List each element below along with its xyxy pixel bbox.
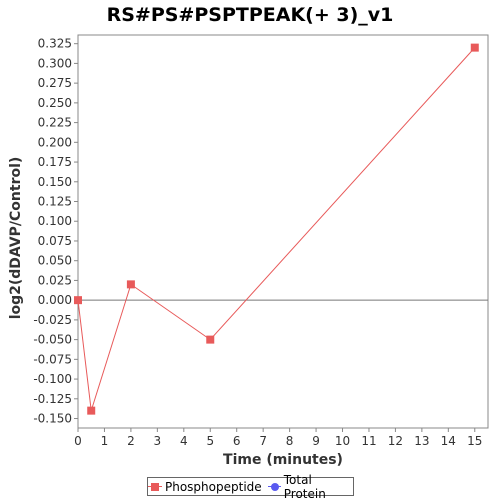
x-axis: 0 1 2 3 4 5 6 7 8 9 10 11 12 13 14 15: [74, 428, 482, 448]
x-tick-label: 15: [467, 434, 482, 448]
x-tick-label: 13: [414, 434, 429, 448]
y-tick-label: -0.075: [33, 352, 72, 366]
plot-area: [77, 34, 489, 429]
y-tick-label: 0.250: [38, 96, 72, 110]
data-point: [87, 406, 96, 415]
y-axis-label: log2(dDAVP/Control): [8, 156, 24, 320]
x-tick-label: 8: [286, 434, 294, 448]
y-tick-label: -0.025: [33, 313, 72, 327]
x-tick-label: 5: [206, 434, 214, 448]
x-tick-label: 6: [233, 434, 241, 448]
x-tick-label: 12: [388, 434, 403, 448]
y-tick-label: 0.075: [38, 234, 72, 248]
y-tick-label: 0.225: [38, 116, 72, 130]
x-tick-label: 9: [312, 434, 320, 448]
x-tick-label: 7: [259, 434, 267, 448]
y-tick-label: 0.275: [38, 76, 72, 90]
series-group: [74, 43, 479, 415]
y-tick-label: 0.300: [38, 56, 72, 70]
y-tick-label: 0.125: [38, 195, 72, 209]
y-tick-label: 0.325: [38, 37, 72, 51]
data-point: [74, 296, 82, 305]
legend-label-phosphopeptide: Phosphopeptide: [165, 479, 262, 494]
legend-label-total-protein: Total Protein: [283, 472, 326, 501]
y-tick-label: -0.100: [33, 372, 72, 386]
y-tick-label: 0.200: [38, 135, 72, 149]
legend: Phosphopeptide Total Protein: [147, 473, 354, 501]
y-axis: 0.325 0.300 0.275 0.250 0.225 0.200 0.175 0.150…: [33, 37, 78, 426]
y-tick-label: 0.025: [38, 273, 72, 287]
legend-swatch-total-protein: [267, 482, 281, 492]
legend-swatch-phosphopeptide: [148, 482, 162, 492]
x-axis-label: Time (minutes): [223, 452, 343, 468]
x-tick-label: 11: [361, 434, 376, 448]
data-point: [470, 43, 479, 52]
y-tick-label: 0.050: [38, 254, 72, 268]
y-tick-label: -0.125: [33, 392, 72, 406]
y-tick-label: 0.100: [38, 214, 72, 228]
legend-item-phosphopeptide: Phosphopeptide: [148, 480, 262, 494]
y-tick-label: -0.150: [33, 412, 72, 426]
data-point: [126, 280, 135, 289]
x-tick-label: 10: [335, 434, 350, 448]
y-tick-label: 0.150: [38, 175, 72, 189]
x-tick-label: 3: [154, 434, 162, 448]
y-tick-label: 0.000: [38, 293, 72, 307]
legend-item-total-protein: Total Protein: [267, 472, 353, 501]
chart-title: RS#PS#PSPTPEAK(+ 3)_v1: [106, 4, 394, 26]
data-point: [206, 335, 215, 344]
x-tick-label: 14: [441, 434, 456, 448]
y-tick-label: 0.175: [38, 155, 72, 169]
x-tick-label: 0: [74, 434, 82, 448]
x-tick-label: 1: [101, 434, 109, 448]
y-tick-label: -0.050: [33, 333, 72, 347]
x-tick-label: 4: [180, 434, 188, 448]
x-tick-label: 2: [127, 434, 135, 448]
